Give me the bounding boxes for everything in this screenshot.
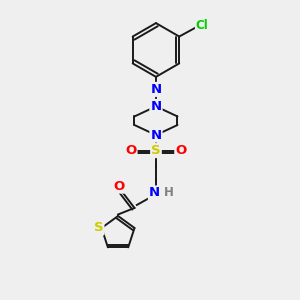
Text: N: N	[150, 129, 161, 142]
Text: S: S	[151, 144, 161, 157]
Text: N: N	[149, 187, 160, 200]
Text: N: N	[150, 83, 161, 96]
Text: Cl: Cl	[196, 19, 208, 32]
Text: O: O	[176, 144, 187, 157]
Text: N: N	[150, 100, 161, 113]
Text: H: H	[164, 187, 173, 200]
Text: O: O	[113, 180, 124, 193]
Text: S: S	[94, 221, 104, 235]
Text: O: O	[125, 144, 136, 157]
